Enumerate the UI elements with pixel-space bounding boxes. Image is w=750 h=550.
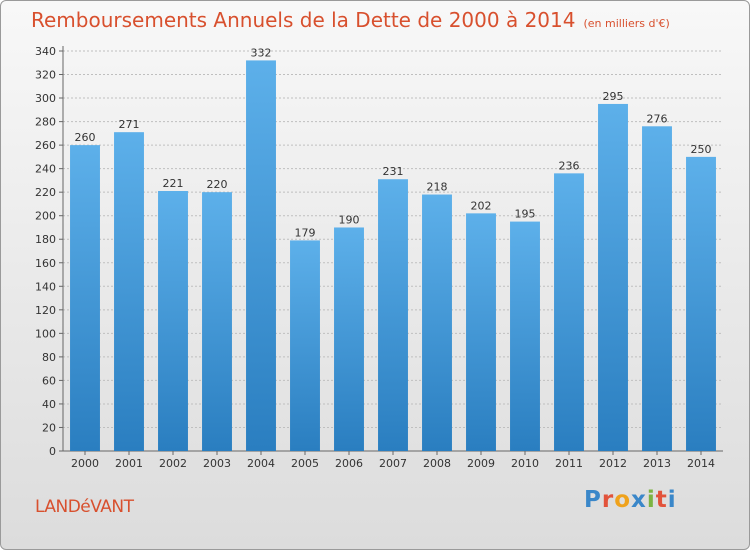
data-label: 179 [295, 226, 316, 239]
y-tick-label: 220 [35, 186, 56, 199]
x-tick-label: 2012 [599, 457, 627, 470]
y-tick-label: 280 [35, 116, 56, 129]
x-tick-label: 2002 [159, 457, 187, 470]
x-tick-label: 2003 [203, 457, 231, 470]
data-label: 195 [515, 208, 536, 221]
y-tick-label: 320 [35, 69, 56, 82]
bar-2005 [290, 240, 320, 451]
x-tick-label: 2001 [115, 457, 143, 470]
data-label: 332 [251, 46, 272, 59]
y-tick-label: 60 [42, 374, 56, 387]
y-tick-label: 300 [35, 92, 56, 105]
bar-2002 [158, 191, 188, 451]
bar-2014 [686, 156, 716, 451]
bar-2008 [422, 194, 452, 451]
y-tick-label: 0 [49, 445, 56, 458]
y-tick-label: 80 [42, 351, 56, 364]
x-tick-label: 2011 [555, 457, 583, 470]
bar-2004 [246, 60, 276, 451]
data-label: 221 [163, 177, 184, 190]
bar-2010 [510, 221, 540, 451]
data-label: 202 [471, 199, 492, 212]
bar-2009 [466, 213, 496, 451]
y-tick-label: 40 [42, 398, 56, 411]
y-tick-label: 20 [42, 421, 56, 434]
x-tick-label: 2013 [643, 457, 671, 470]
proxiti-logo: Proxiti [584, 487, 677, 513]
bar-2011 [554, 173, 584, 451]
logo-letter: i [646, 487, 656, 513]
y-tick-label: 180 [35, 233, 56, 246]
bar-2000 [70, 145, 100, 451]
y-tick-label: 160 [35, 257, 56, 270]
logo-letter: x [631, 487, 647, 513]
bar-2013 [642, 126, 672, 451]
x-tick-label: 2010 [511, 457, 539, 470]
logo-letter: o [614, 487, 632, 513]
x-tick-label: 2005 [291, 457, 319, 470]
data-label: 250 [691, 143, 712, 156]
bar-2006 [334, 227, 364, 451]
bar-2003 [202, 192, 232, 452]
x-tick-label: 2009 [467, 457, 495, 470]
x-tick-label: 2008 [423, 457, 451, 470]
data-label: 190 [339, 213, 360, 226]
logo-letter: r [601, 487, 615, 513]
y-tick-label: 100 [35, 327, 56, 340]
bar-2001 [114, 132, 144, 452]
y-tick-label: 120 [35, 304, 56, 317]
x-tick-label: 2007 [379, 457, 407, 470]
y-tick-label: 340 [35, 45, 56, 58]
y-tick-label: 260 [35, 139, 56, 152]
logo-letter: i [667, 487, 677, 513]
x-tick-label: 2006 [335, 457, 363, 470]
bar-2012 [598, 103, 628, 452]
place-name: LANDéVANT [35, 497, 134, 517]
chart-subtitle: (en milliers d'€) [583, 17, 670, 30]
data-label: 260 [75, 131, 96, 144]
data-label: 276 [647, 112, 668, 125]
data-label: 271 [119, 118, 140, 131]
y-tick-label: 200 [35, 210, 56, 223]
logo-letter: t [655, 487, 668, 513]
data-label: 231 [383, 165, 404, 178]
chart-title: Remboursements Annuels de la Dette de 20… [31, 8, 670, 32]
data-label: 295 [603, 90, 624, 103]
data-label: 220 [207, 178, 228, 191]
y-tick-label: 140 [35, 280, 56, 293]
x-tick-label: 2004 [247, 457, 275, 470]
data-label: 236 [559, 159, 580, 172]
x-tick-label: 2000 [71, 457, 99, 470]
x-tick-label: 2014 [687, 457, 715, 470]
y-tick-label: 240 [35, 163, 56, 176]
logo-letter: P [584, 487, 602, 513]
bar-2007 [378, 179, 408, 451]
data-label: 218 [427, 181, 448, 194]
